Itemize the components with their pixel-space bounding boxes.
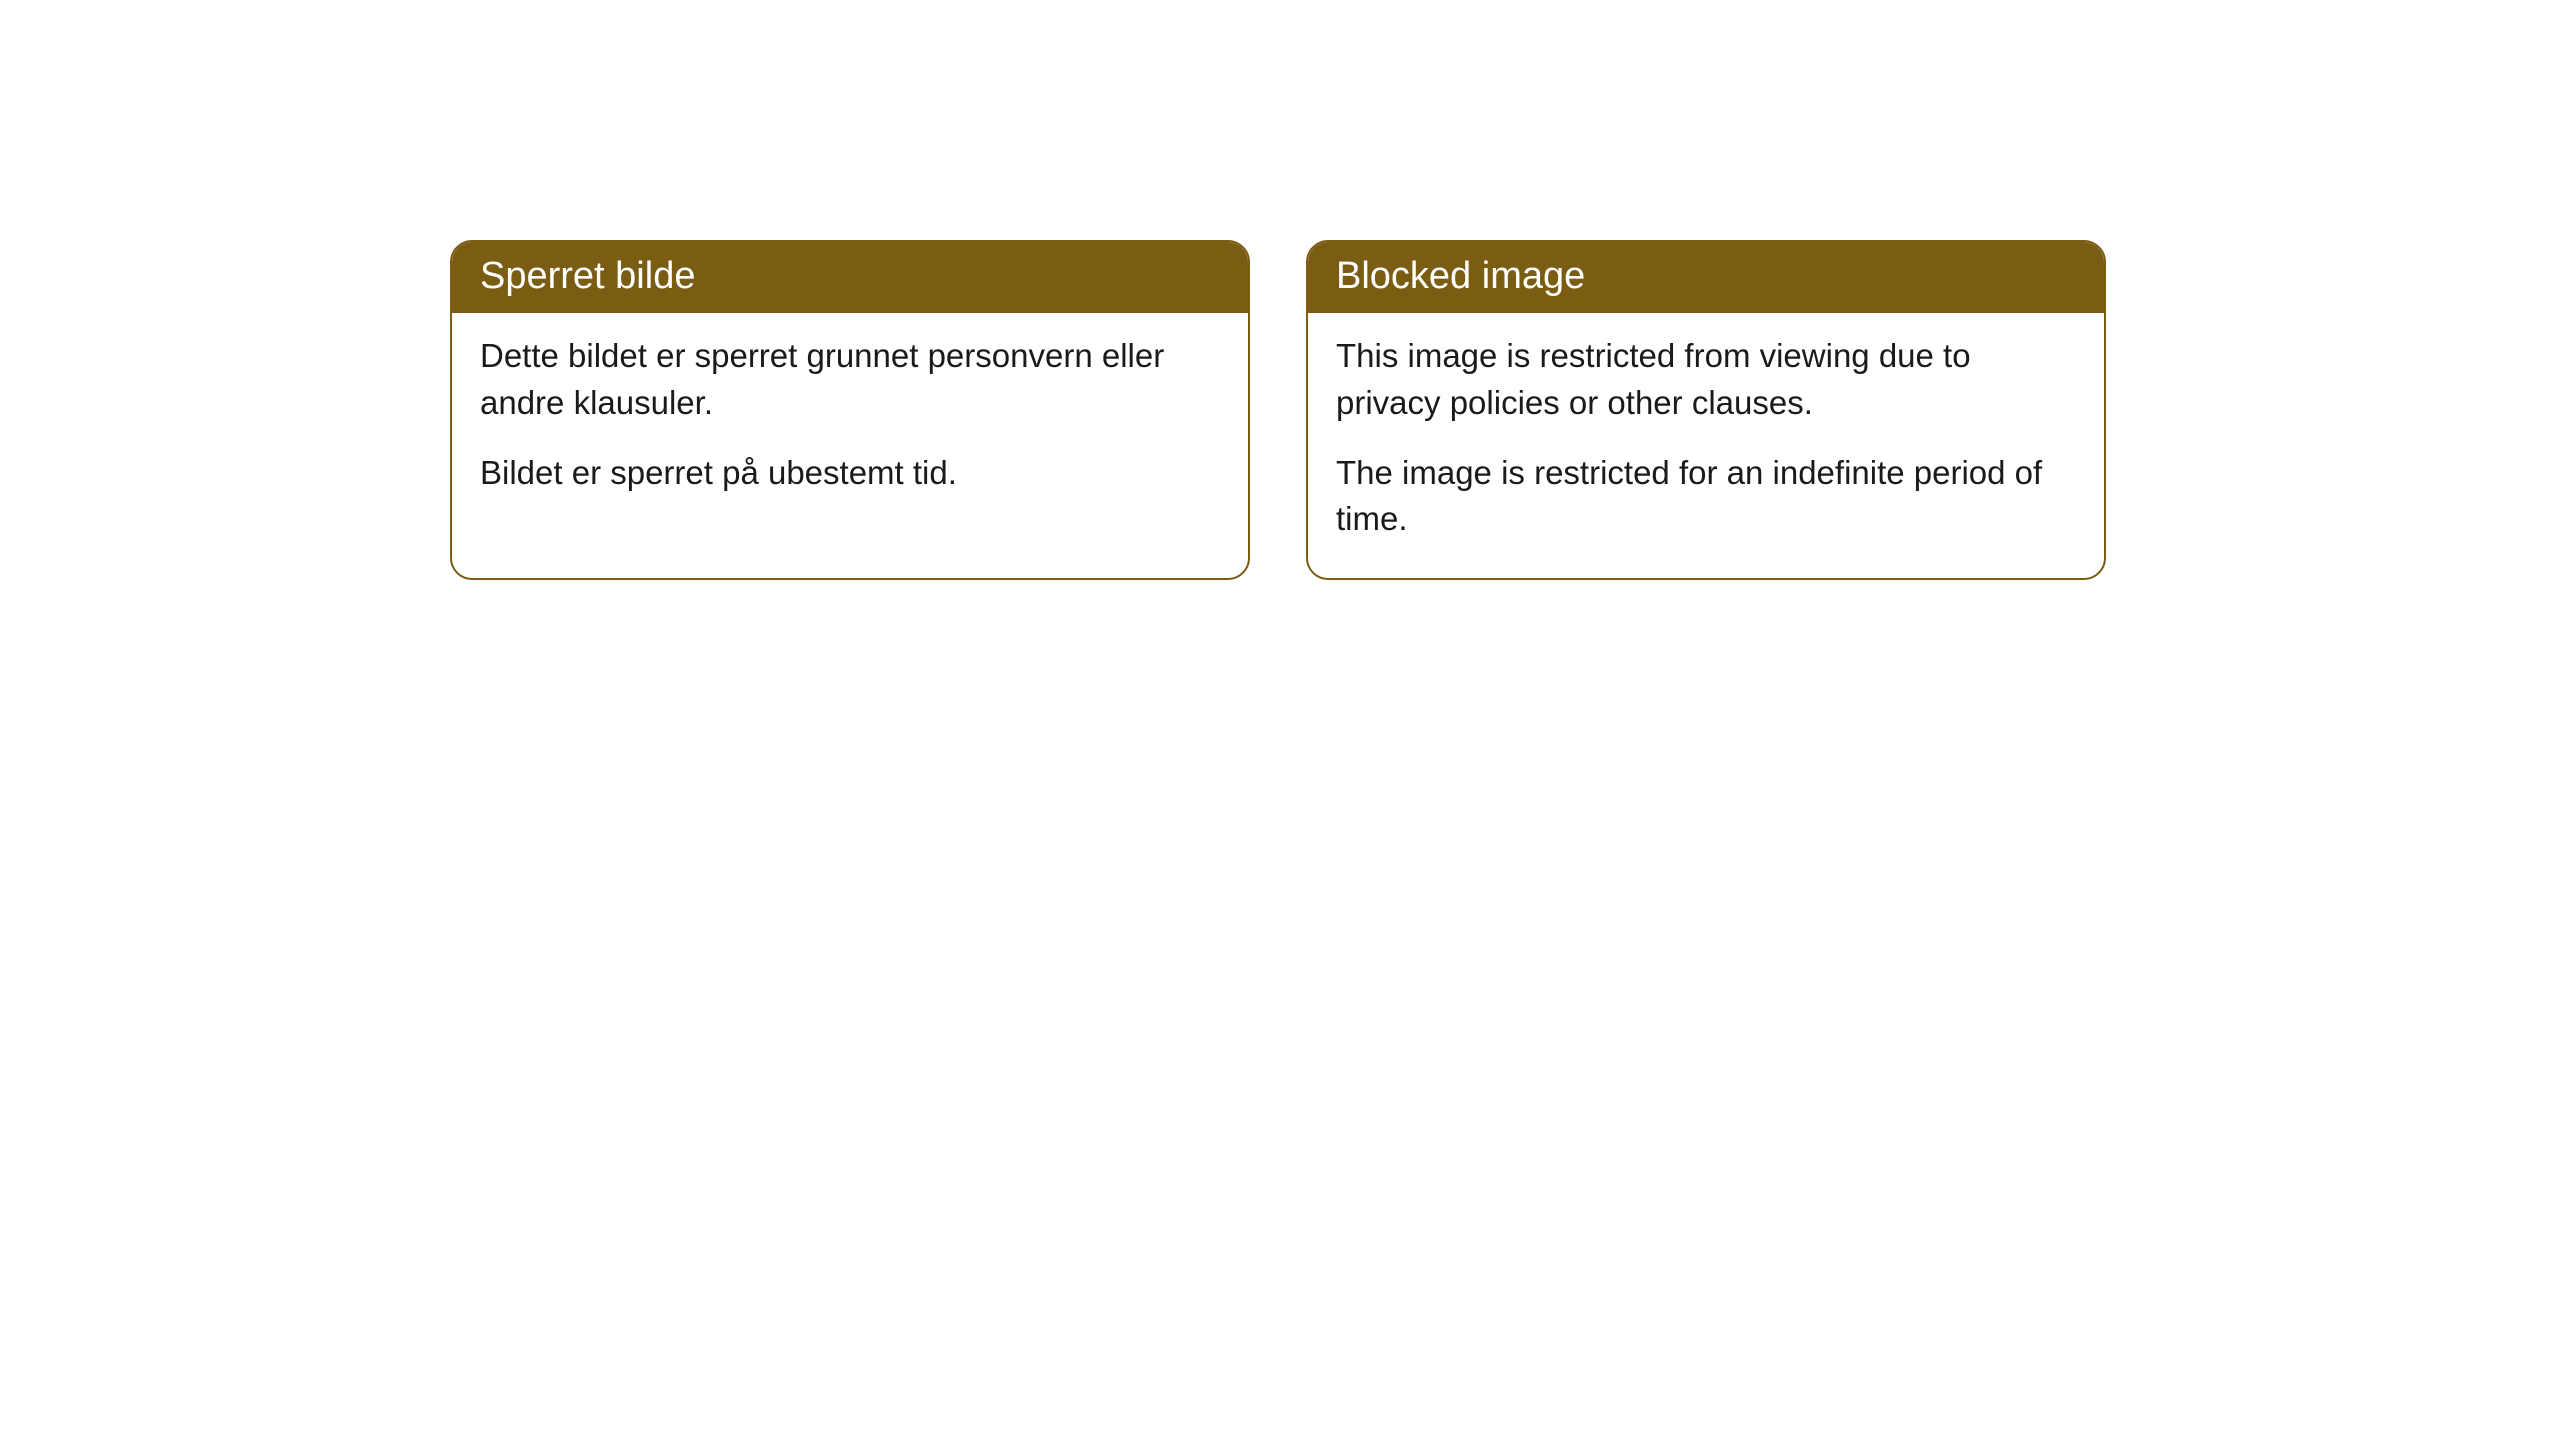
card-paragraph-1-english: This image is restricted from viewing du… [1336,333,2076,425]
card-paragraph-2-english: The image is restricted for an indefinit… [1336,450,2076,542]
card-header-english: Blocked image [1308,242,2104,313]
card-paragraph-2-norwegian: Bildet er sperret på ubestemt tid. [480,450,1220,496]
card-container: Sperret bilde Dette bildet er sperret gr… [450,240,2110,580]
card-header-norwegian: Sperret bilde [452,242,1248,313]
card-body-norwegian: Dette bildet er sperret grunnet personve… [452,313,1248,532]
card-body-english: This image is restricted from viewing du… [1308,313,2104,578]
card-paragraph-1-norwegian: Dette bildet er sperret grunnet personve… [480,333,1220,425]
blocked-image-card-english: Blocked image This image is restricted f… [1306,240,2106,580]
blocked-image-card-norwegian: Sperret bilde Dette bildet er sperret gr… [450,240,1250,580]
